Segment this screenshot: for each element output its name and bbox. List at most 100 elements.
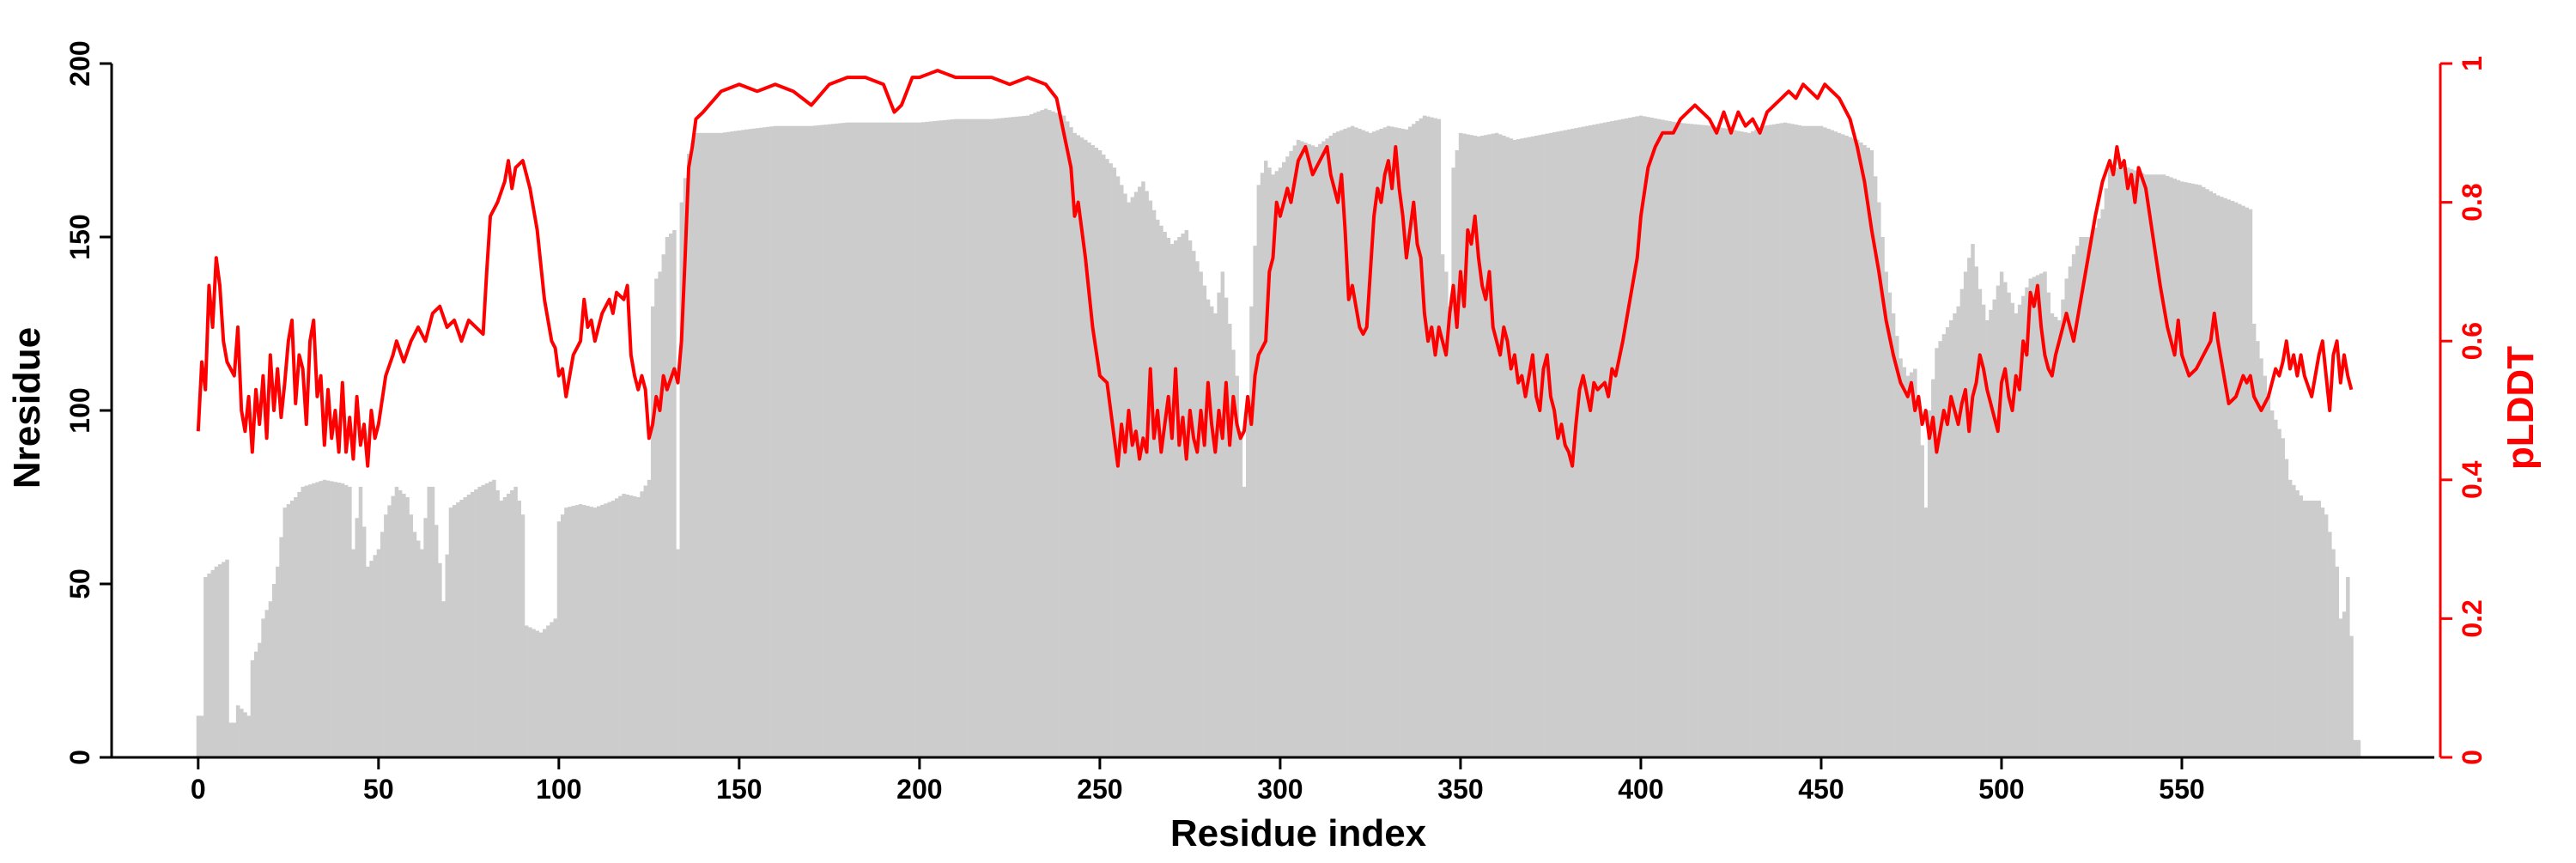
residue-bar-41 <box>343 484 349 757</box>
residue-bar-172 <box>817 125 821 757</box>
residue-bar-262 <box>1141 181 1145 758</box>
residue-bar-307 <box>1303 143 1308 758</box>
residue-bar-421 <box>1715 126 1719 757</box>
residue-bar-301 <box>1282 161 1286 758</box>
residue-bar-293 <box>1253 246 1257 758</box>
residue-bar-85 <box>502 497 507 757</box>
residue-bar-505 <box>2017 304 2022 757</box>
residue-bar-298 <box>1271 174 1275 757</box>
residue-bar-310 <box>1314 146 1319 757</box>
residue-bar-361 <box>1498 134 1503 758</box>
residue-bar-61 <box>416 540 421 757</box>
residue-bar-353 <box>1469 135 1473 758</box>
residue-bar-288 <box>1235 375 1239 757</box>
residue-bar-359 <box>1491 133 1496 758</box>
residue-bar-75 <box>466 494 471 757</box>
residue-bar-155 <box>755 128 760 757</box>
residue-bar-518 <box>2064 278 2069 758</box>
residue-bar-94 <box>535 630 540 757</box>
residue-bar-511 <box>2039 273 2044 757</box>
residue-bar-34 <box>319 481 324 757</box>
residue-bar-243 <box>1072 132 1077 758</box>
residue-bar-331 <box>1390 126 1394 757</box>
residue-bar-513 <box>2046 292 2050 757</box>
residue-bar-127 <box>654 278 659 758</box>
residue-bar-48 <box>369 561 374 757</box>
residue-bar-414 <box>1689 124 1694 758</box>
residue-bar-524 <box>2086 237 2091 757</box>
residue-bar-271 <box>1173 240 1178 757</box>
residue-bar-280 <box>1206 299 1211 758</box>
x-tick-label-500: 500 <box>1978 774 2024 805</box>
residue-bar-156 <box>758 127 763 758</box>
residue-bar-89 <box>517 501 522 757</box>
residue-bar-51 <box>380 532 385 757</box>
residue-bar-448 <box>1812 125 1816 758</box>
residue-bar-537 <box>2133 170 2137 757</box>
residue-bar-345 <box>1440 254 1445 757</box>
residue-bar-95 <box>538 632 544 757</box>
residue-bar-299 <box>1274 171 1279 758</box>
residue-bar-40 <box>340 483 345 757</box>
residue-bar-584 <box>2302 501 2307 757</box>
residue-bar-515 <box>2053 316 2058 757</box>
residue-bar-53 <box>387 505 392 757</box>
residue-bar-426 <box>1733 130 1737 757</box>
residue-bar-465 <box>1873 176 1878 758</box>
residue-bar-169 <box>805 125 811 758</box>
residue-bar-142 <box>708 132 713 758</box>
residue-bar-598 <box>2353 739 2357 757</box>
residue-bar-236 <box>1047 110 1052 757</box>
residue-bar-125 <box>647 479 652 757</box>
residue-bar-263 <box>1145 191 1149 758</box>
residue-bar-22 <box>276 566 280 757</box>
residue-bar-273 <box>1181 233 1185 758</box>
residue-bar-562 <box>2223 198 2227 757</box>
residue-bar-419 <box>1707 125 1712 757</box>
residue-bar-514 <box>2050 313 2055 757</box>
residue-bar-510 <box>2035 275 2040 757</box>
residue-bar-311 <box>1318 143 1322 758</box>
residue-bar-531 <box>2111 167 2116 757</box>
residue-bar-216 <box>975 119 980 757</box>
residue-bar-138 <box>694 132 698 758</box>
residue-bar-371 <box>1534 136 1539 757</box>
x-tick-label-250: 250 <box>1077 774 1122 805</box>
residue-bar-321 <box>1354 127 1358 758</box>
residue-bar-339 <box>1419 118 1424 757</box>
residue-bar-65 <box>430 486 435 757</box>
residue-bar-349 <box>1455 150 1460 757</box>
residue-bar-400 <box>1638 115 1643 758</box>
residue-bar-475 <box>1909 372 1914 757</box>
residue-bar-210 <box>953 119 958 757</box>
residue-bar-484 <box>1941 334 1947 757</box>
residue-bar-450 <box>1819 125 1824 758</box>
residue-bar-300 <box>1278 167 1283 757</box>
residue-bar-479 <box>1923 507 1929 757</box>
residue-bar-549 <box>2176 179 2181 758</box>
residue-bar-441 <box>1787 123 1791 758</box>
residue-bar-174 <box>823 125 829 758</box>
residue-bar-201 <box>920 122 926 757</box>
residue-bar-147 <box>726 131 731 757</box>
residue-bar-327 <box>1376 130 1380 757</box>
residue-bar-217 <box>979 119 983 757</box>
residue-bar-73 <box>459 500 464 757</box>
residue-bar-520 <box>2071 254 2076 757</box>
residue-bar-128 <box>658 271 662 757</box>
residue-bar-316 <box>1336 131 1340 757</box>
residue-bar-548 <box>2172 179 2177 757</box>
residue-bar-404 <box>1653 118 1658 757</box>
residue-bar-171 <box>812 125 817 757</box>
residue-bar-424 <box>1725 128 1730 757</box>
residue-bar-175 <box>827 124 832 757</box>
residue-bar-399 <box>1635 116 1640 757</box>
residue-bar-192 <box>889 122 893 757</box>
residue-bar-240 <box>1061 115 1066 758</box>
residue-bar-304 <box>1292 145 1297 758</box>
residue-bar-8 <box>225 559 229 757</box>
residue-bar-354 <box>1473 136 1478 757</box>
residue-bar-107 <box>582 505 586 757</box>
residue-bar-194 <box>896 122 901 757</box>
